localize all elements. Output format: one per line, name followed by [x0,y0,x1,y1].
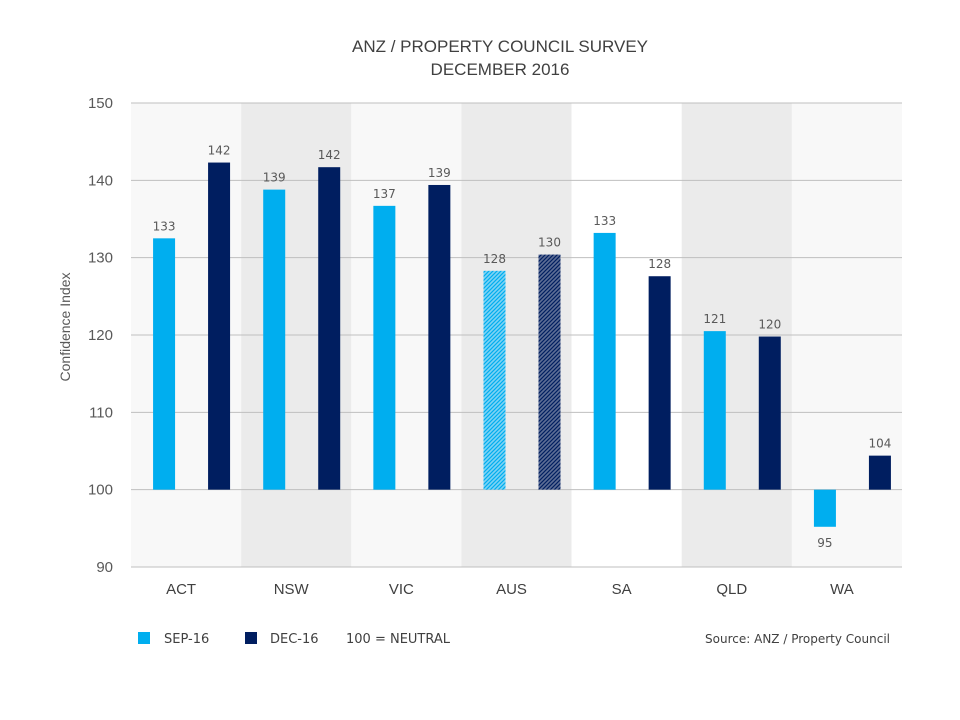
y-tick-label: 110 [89,404,113,421]
y-tick-label: 150 [88,95,113,112]
y-tick-label: 90 [96,559,113,576]
legend-label-dec16: DEC-16 [270,632,319,647]
legend-swatch-sep16 [138,632,150,644]
x-tick-label-aus: AUS [496,581,527,598]
x-tick-label-nsw: NSW [274,581,310,598]
data-label-wa-dec-16: 104 [868,437,891,451]
data-label-aus-dec-16: 130 [538,236,561,250]
legend: SEP-16 DEC-16 100 = NEUTRAL [138,632,451,647]
legend-label-sep16: SEP-16 [164,632,209,647]
x-tick-label-sa: SA [612,581,632,598]
data-label-wa-sep-16: 95 [817,536,832,550]
bar-vic-dec-16 [428,184,451,490]
chart-title-line-1: ANZ / PROPERTY COUNCIL SURVEY [352,37,648,56]
data-label-aus-sep-16: 128 [483,252,506,266]
y-axis-label: Confidence Index [57,273,73,382]
bar-wa-sep-16 [813,489,836,527]
bar-act-dec-16 [208,162,231,490]
bar-qld-sep-16 [703,331,726,490]
bar-act-sep-16 [153,238,176,490]
x-tick-label-act: ACT [166,581,196,598]
y-tick-label: 120 [88,327,113,344]
bar-wa-dec-16 [868,455,891,490]
data-label-vic-dec-16: 139 [428,166,451,180]
data-label-sa-dec-16: 128 [648,257,671,271]
bars [153,162,891,527]
data-label-nsw-sep-16: 139 [263,171,286,185]
data-label-act-sep-16: 133 [153,219,176,233]
data-label-qld-dec-16: 120 [758,318,781,332]
y-tick-label: 130 [88,250,113,267]
data-labels: 133 142 139 142 137 139 128 130 133 128 121 120 95 10… [153,144,892,550]
bar-sa-dec-16 [648,276,671,490]
x-axis-ticks: ACT NSW VIC AUS SA QLD WA [166,581,854,598]
x-tick-label-vic: VIC [389,581,414,598]
y-tick-label: 100 [88,482,113,499]
x-tick-label-qld: QLD [716,581,747,598]
bar-nsw-sep-16 [263,189,286,490]
legend-note: 100 = NEUTRAL [346,632,451,647]
data-label-nsw-dec-16: 142 [318,148,341,162]
chart-title-line-2: DECEMBER 2016 [431,60,570,79]
bar-vic-sep-16 [373,205,396,490]
bar-nsw-dec-16 [318,167,341,490]
data-label-vic-sep-16: 137 [373,187,396,201]
y-tick-label: 140 [88,172,113,189]
data-label-qld-sep-16: 121 [703,312,726,326]
data-label-sa-sep-16: 133 [593,214,616,228]
bar-sa-sep-16 [593,232,616,490]
data-label-act-dec-16: 142 [208,144,231,158]
y-axis-ticks: 90 100 110 120 130 140 150 [88,95,113,576]
source-note: Source: ANZ / Property Council [705,632,890,646]
bar-aus-sep-16 [483,270,506,490]
bar-qld-dec-16 [758,336,781,490]
bar-aus-dec-16 [538,254,561,490]
x-tick-label-wa: WA [830,581,854,598]
legend-swatch-dec16 [245,632,257,644]
